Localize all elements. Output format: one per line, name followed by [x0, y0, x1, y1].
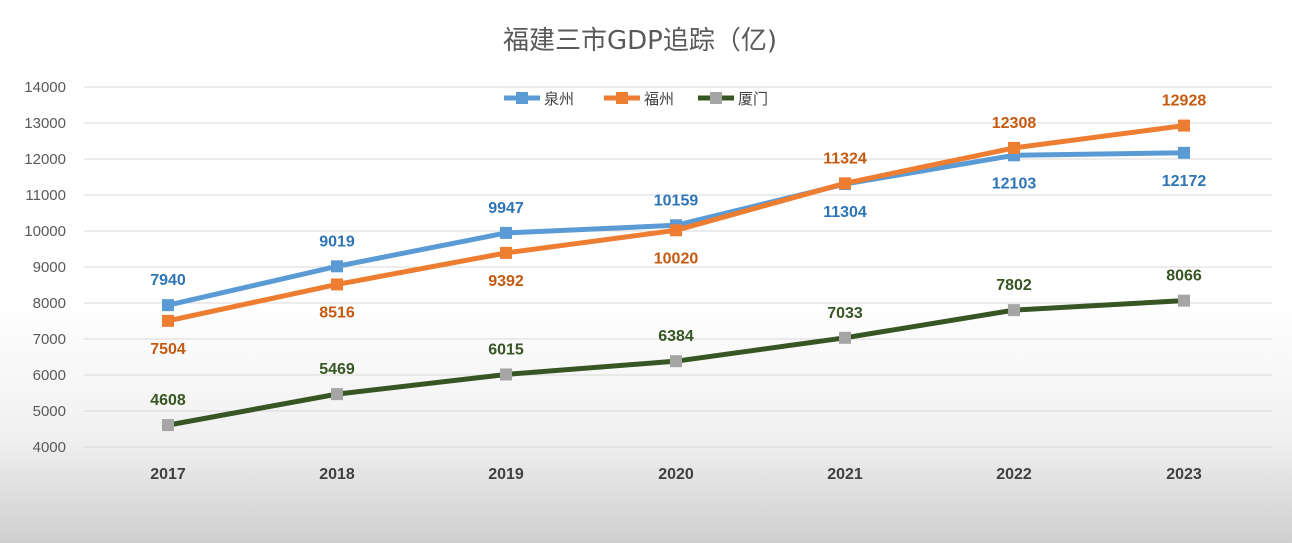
legend-label: 泉州: [544, 90, 574, 108]
legend-label: 厦门: [738, 90, 768, 108]
x-tick-label: 2021: [827, 466, 863, 483]
data-point: [839, 331, 851, 344]
data-label: 7504: [150, 341, 186, 358]
data-point: [1178, 119, 1190, 132]
data-point: [331, 388, 343, 401]
data-label: 7033: [827, 305, 863, 322]
y-tick-label: 8000: [33, 295, 66, 312]
data-label: 12103: [992, 175, 1037, 192]
data-point: [1178, 294, 1190, 307]
legend: 泉州 福州 厦门: [504, 90, 768, 108]
y-tick-label: 13000: [24, 115, 66, 132]
data-label: 7940: [150, 272, 186, 289]
data-label: 10020: [654, 250, 699, 267]
data-label: 9392: [488, 273, 524, 290]
chart-title: 福建三市GDP追踪（亿): [503, 26, 777, 56]
y-tick-label: 4000: [33, 439, 66, 456]
data-point: [500, 226, 512, 239]
data-point: [500, 368, 512, 381]
data-label: 12172: [1162, 173, 1207, 190]
legend-marker: [710, 92, 722, 104]
data-point: [839, 177, 851, 190]
legend-marker: [616, 92, 628, 104]
data-label: 11324: [823, 150, 867, 167]
data-label: 12928: [1162, 93, 1207, 110]
data-point: [331, 260, 343, 273]
data-label: 9947: [488, 200, 524, 217]
data-point: [1178, 146, 1190, 159]
data-point: [162, 314, 174, 327]
y-tick-label: 10000: [24, 223, 66, 240]
data-label: 4608: [150, 392, 186, 409]
x-tick-label: 2018: [319, 466, 355, 483]
data-labels: 7940 9019 9947 10159 11304 12103 12172 7504 8516…: [150, 93, 1206, 410]
x-tick-label: 2020: [658, 466, 694, 483]
y-tick-label: 9000: [33, 259, 66, 276]
data-label: 11304: [823, 204, 867, 221]
data-point: [670, 224, 682, 237]
data-label: 12308: [992, 115, 1037, 132]
data-point: [331, 278, 343, 291]
data-label: 9019: [319, 233, 355, 250]
legend-label: 福州: [644, 90, 674, 108]
data-point: [1008, 304, 1020, 317]
data-label: 6015: [488, 341, 524, 358]
data-point: [162, 299, 174, 312]
data-label: 6384: [658, 328, 694, 345]
x-tick-label: 2023: [1166, 466, 1202, 483]
data-label: 8516: [319, 304, 355, 321]
data-label: 5469: [319, 361, 355, 378]
y-tick-label: 7000: [33, 331, 66, 348]
data-label: 7802: [996, 277, 1032, 294]
x-tick-label: 2019: [488, 466, 524, 483]
y-tick-label: 11000: [25, 187, 66, 204]
y-tick-label: 12000: [24, 151, 66, 168]
x-axis: 2017 2018 2019 2020 2021 2022 2023: [150, 466, 1202, 483]
data-label: 8066: [1166, 268, 1202, 285]
data-point: [1008, 141, 1020, 154]
data-point: [670, 355, 682, 368]
x-tick-label: 2022: [996, 466, 1032, 483]
series-lines: [162, 119, 1190, 432]
data-point: [500, 246, 512, 259]
y-tick-label: 6000: [33, 367, 66, 384]
data-label: 10159: [654, 192, 699, 209]
y-axis: 14000 13000 12000 11000 10000 9000 8000 7000 600…: [24, 79, 66, 456]
x-tick-label: 2017: [150, 466, 186, 483]
y-tick-label: 5000: [33, 403, 66, 420]
data-point: [162, 419, 174, 432]
legend-marker: [516, 92, 528, 104]
y-tick-label: 14000: [24, 79, 66, 96]
